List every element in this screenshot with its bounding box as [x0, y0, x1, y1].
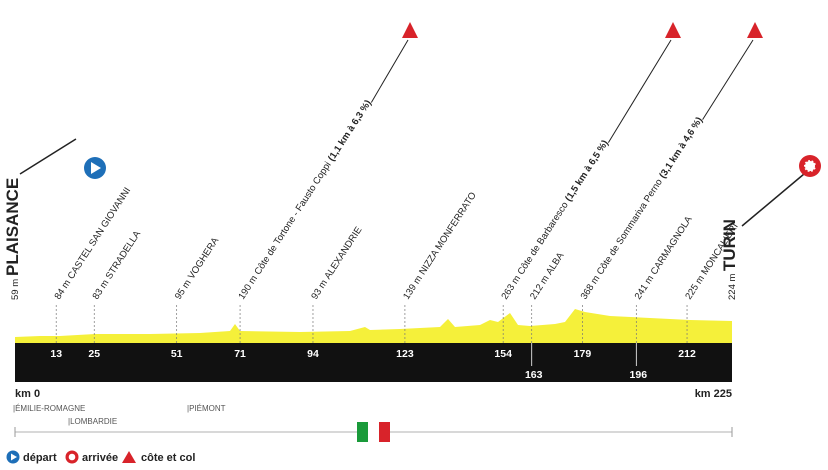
start-line: [19, 138, 77, 175]
km-label: 123: [396, 348, 414, 360]
waypoint-label: 241 mCARMAGNOLA: [633, 214, 695, 302]
waypoint-label: 84 mCASTEL SAN GIOVANNI: [53, 186, 134, 302]
climb-line: [607, 39, 672, 143]
italian-flag: [357, 422, 390, 442]
waypoint-name: STRADELLA: [104, 228, 144, 281]
start-elevation: 59 m: [10, 279, 21, 300]
finish-elevation: 224 m: [727, 274, 738, 300]
climb-line: [702, 39, 754, 120]
climb-line: [370, 39, 409, 103]
waypoint-name: Côte de Tortone - Fausto Coppi: [252, 160, 333, 277]
waypoint-name: CARMAGNOLA: [649, 214, 695, 277]
waypoint-name: ALEXANDRIE: [322, 225, 364, 281]
region: |LOMBARDIE: [68, 417, 117, 426]
km-label: 154: [494, 348, 512, 360]
waypoint-elevation: 225 m: [683, 273, 707, 301]
distance-bar: [15, 343, 732, 382]
legend-start: départ: [23, 452, 57, 464]
km-start: km 0: [15, 388, 40, 400]
legend-finish-check: [68, 453, 76, 461]
waypoint-elevation: 263 m: [499, 273, 523, 301]
start-label: 59 m PLAISANCE: [3, 178, 22, 300]
waypoint-name: NIZZA MONFERRATO: [417, 190, 479, 277]
legend-arrow: [11, 453, 17, 461]
waypoint-label: 190 mCôte de Tortone - Fausto Coppi(1,1 …: [236, 98, 374, 302]
waypoint-label: 93 mALEXANDRIE: [309, 225, 364, 302]
climb-details: (1,1 km à 6,3 %): [326, 98, 374, 163]
waypoint-elevation: 190 m: [236, 273, 260, 301]
region: |PIÉMONT: [187, 404, 226, 413]
waypoint-elevation: 83 m: [91, 278, 112, 302]
elevation-profile: [15, 309, 732, 343]
finish-name: TURIN: [720, 219, 739, 271]
finish-line: [741, 173, 805, 227]
finish-label: 224 m TURIN: [720, 219, 739, 300]
waypoint-elevation: 212 m: [528, 273, 552, 301]
legend-climb: côte et col: [141, 452, 195, 464]
climb-details: (1,5 km à 6,5 %): [563, 138, 611, 203]
climb-icon: [665, 22, 681, 38]
waypoint-name: CASTEL SAN GIOVANNI: [66, 186, 134, 282]
climb-icon: [747, 22, 763, 38]
waypoint-elevation: 139 m: [401, 273, 425, 301]
km-label: 13: [50, 348, 62, 360]
waypoint-elevation: 84 m: [53, 278, 74, 302]
waypoint-label: 139 mNIZZA MONFERRATO: [401, 190, 479, 301]
km-label: 71: [234, 348, 246, 360]
waypoint-label: 95 mVOGHERA: [173, 235, 222, 302]
climb-icon: [402, 22, 418, 38]
km-label: 94: [307, 348, 319, 360]
km-label: 212: [678, 348, 696, 360]
waypoint-elevation: 368 m: [579, 273, 603, 301]
legend-climb-icon: [122, 451, 136, 463]
waypoint-elevation: 95 m: [173, 278, 194, 302]
legend-finish: arrivée: [82, 452, 118, 464]
start-arrow: [91, 162, 101, 174]
km-label: 25: [88, 348, 100, 360]
climb-details: (3,1 km à 4,6 %): [657, 115, 705, 180]
km-label: 196: [630, 369, 648, 381]
finish-check: [803, 159, 817, 173]
region: |ÉMILIE-ROMAGNE: [13, 404, 85, 413]
waypoint-name: VOGHERA: [186, 235, 221, 281]
start-name: PLAISANCE: [3, 178, 22, 276]
km-label: 179: [574, 348, 592, 360]
waypoint-elevation: 241 m: [633, 273, 657, 301]
km-finish: km 225: [695, 388, 732, 400]
waypoint-name: ALBA: [544, 250, 567, 277]
km-label: 51: [171, 348, 183, 360]
km-label: 163: [525, 369, 543, 381]
waypoint-elevation: 93 m: [309, 278, 330, 302]
waypoint-name: Côte de Barbaresco: [515, 200, 570, 277]
